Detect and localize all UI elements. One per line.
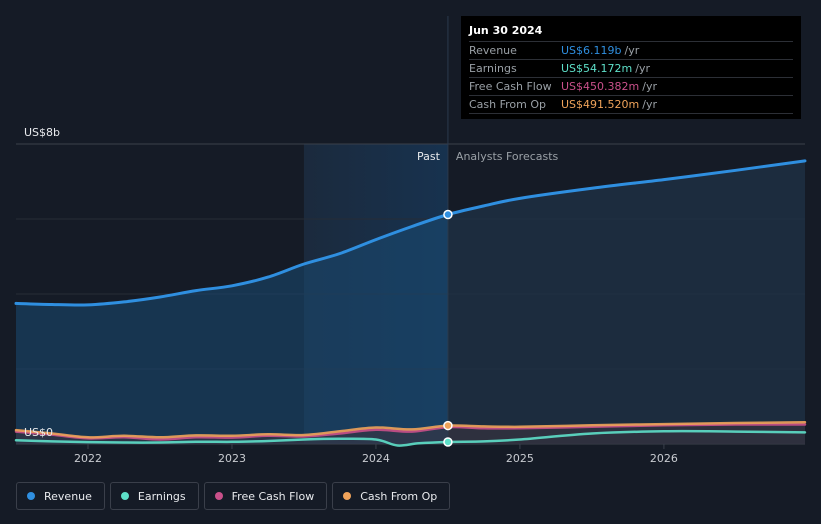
tooltip-value: US$54.172m [561,62,633,75]
revenue-dot-icon [27,492,35,500]
tooltip-label: Revenue [469,44,517,57]
tooltip-label: Earnings [469,62,517,75]
revenue-line [14,159,807,307]
chart-legend: Revenue Earnings Free Cash Flow Cash Fro… [16,482,451,510]
legend-item-cash-from-op[interactable]: Cash From Op [332,482,451,510]
tooltip-unit: /yr [642,80,657,93]
tooltip-label: Free Cash Flow [469,80,552,93]
x-tick-label: 2022 [74,452,102,465]
tooltip-date: Jun 30 2024 [469,24,543,37]
free-cash-flow-dot-icon [214,492,223,500]
x-tick-label: 2025 [506,452,534,465]
cash-from-op-dot-icon [343,492,352,500]
cash-from-op-line [14,421,807,439]
legend-item-free-cash-flow[interactable]: Free Cash Flow [203,482,328,510]
tooltip-row-revenue: Revenue US$6.119b /yr [469,41,793,59]
legend-label: Revenue [44,489,92,503]
tooltip-value: US$491.520m [561,98,640,111]
tooltip-value: US$6.119b [561,44,622,57]
tooltip-unit: /yr [624,44,640,57]
earnings-marker [443,437,453,447]
tooltip-label: Cash From Op [469,98,547,111]
x-tick-label: 2024 [362,452,390,465]
legend-item-revenue[interactable]: Revenue [16,482,105,510]
y-axis-bottom-label: US$0 [24,426,54,439]
earnings-line [14,429,807,447]
tooltip-unit: /yr [635,62,650,75]
cash-from-op-marker [443,420,453,431]
revenue-area-past [16,214,448,444]
legend-label: Cash From Op [360,489,438,503]
tooltip-row-earnings: Earnings US$54.172m /yr [469,59,793,77]
revenue-area-forecast [447,160,805,444]
x-tick-label: 2026 [650,452,678,465]
tooltip-value: US$450.382m [561,80,640,93]
legend-item-earnings[interactable]: Earnings [109,482,199,510]
x-tick-label: 2023 [218,452,246,465]
free-cash-flow-line [14,423,807,441]
tooltip-panel: Jun 30 2024 Revenue US$6.119b /yr Earnin… [461,16,801,119]
tooltip-unit: /yr [642,98,657,111]
tooltip-row-cash-from-op: Cash From Op US$491.520m /yr [469,95,793,114]
earnings-dot-icon [120,492,129,500]
forecast-label: Analysts Forecasts [456,150,559,163]
legend-label: Free Cash Flow [231,489,315,503]
past-label: Past [417,150,441,163]
legend-label: Earnings [137,489,186,503]
y-axis-top-label: US$8b [24,126,61,139]
tooltip-row-free-cash-flow: Free Cash Flow US$450.382m /yr [469,77,793,95]
revenue-marker [443,209,453,220]
